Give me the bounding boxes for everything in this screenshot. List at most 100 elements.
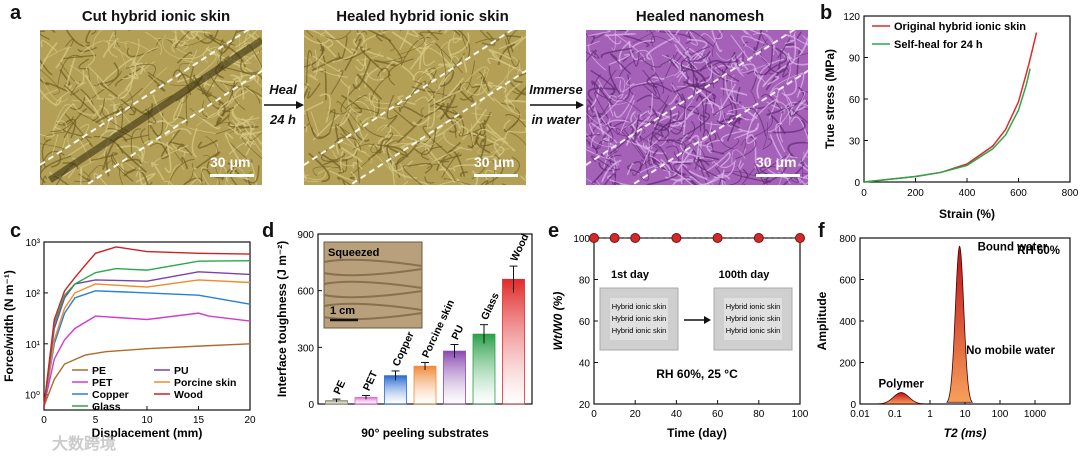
micrograph-fiber <box>728 114 740 129</box>
micrograph-fiber <box>51 150 62 168</box>
micrograph-fiber <box>126 47 159 58</box>
micrograph-fiber <box>649 118 672 146</box>
data-point <box>589 233 599 243</box>
micrograph-fiber <box>457 30 461 33</box>
micrograph-fiber <box>787 141 808 159</box>
micrograph-fiber <box>632 110 648 129</box>
micrograph-fiber <box>65 38 74 47</box>
micrograph-fiber <box>213 71 243 83</box>
arrow-immerse-label-2: in water <box>531 112 581 127</box>
micrograph-fiber <box>715 51 736 81</box>
micrograph-fiber <box>622 34 650 48</box>
micrograph-fiber <box>467 135 480 149</box>
micrograph-fiber <box>593 30 610 39</box>
micrograph-fiber <box>505 63 511 98</box>
micrograph-fiber <box>414 135 445 147</box>
peak-label-polymer: Polymer <box>878 378 924 390</box>
micrograph-fiber <box>215 106 235 126</box>
micrograph-fiber <box>197 139 218 149</box>
series-line-pu <box>43 271 251 407</box>
micrograph-fiber <box>164 141 172 174</box>
micrograph-fiber <box>237 30 248 34</box>
micrograph-fiber <box>189 63 195 85</box>
micrograph-fiber <box>40 150 65 175</box>
micrograph-fiber <box>113 104 118 130</box>
micrograph-fiber <box>586 104 594 124</box>
micrograph-fiber <box>779 156 791 185</box>
micrograph-fiber <box>399 30 410 50</box>
x-tick-label: 100 <box>992 409 1009 420</box>
peak-label-bound: Bound water <box>978 241 1048 253</box>
micrograph-healed: 30 μm <box>304 30 526 185</box>
x-tick-label: 0 <box>591 409 597 420</box>
micrograph-fiber <box>82 44 95 67</box>
micrograph-fiber <box>724 76 740 104</box>
micrograph-fiber <box>779 104 795 113</box>
legend-label: Porcine skin <box>174 377 236 389</box>
micrograph-fiber <box>342 179 347 185</box>
micrograph-fiber <box>731 74 735 104</box>
micrograph-fiber <box>635 119 670 140</box>
micrograph-fiber <box>248 131 262 141</box>
micrograph-fiber <box>779 113 784 143</box>
micrograph-fiber <box>715 52 737 61</box>
micrograph-fiber <box>92 30 103 50</box>
micrograph-fiber <box>100 83 136 116</box>
scale-label-2: 30 μm <box>474 154 515 170</box>
micrograph-fiber <box>452 164 475 172</box>
micrograph-fiber <box>224 132 243 165</box>
micrograph-fiber <box>106 128 133 138</box>
micrograph-fiber <box>167 164 185 185</box>
micrograph-fiber <box>600 151 615 164</box>
micrograph-fiber <box>400 137 430 149</box>
micrograph-fiber <box>336 176 352 185</box>
micrograph-fiber <box>601 159 622 183</box>
micrograph-fiber <box>422 125 452 157</box>
micrograph-fiber <box>675 99 707 119</box>
micrograph-fiber <box>506 34 522 38</box>
micrograph-fiber <box>641 58 662 68</box>
micrograph-fiber <box>423 39 436 66</box>
micrograph-fiber <box>377 144 408 156</box>
micrograph-fiber <box>775 122 786 153</box>
micrograph-fiber <box>99 129 117 139</box>
micrograph-fiber <box>237 33 241 48</box>
micrograph-fiber <box>246 165 260 184</box>
micrograph-fiber <box>376 55 407 63</box>
micrograph-fiber <box>434 88 463 104</box>
micrograph-fiber <box>586 50 600 59</box>
micrograph-fiber <box>484 145 505 165</box>
micrograph-fiber <box>396 118 423 144</box>
micrograph-fiber <box>368 92 379 106</box>
micrograph-fiber <box>194 30 219 44</box>
micrograph-fiber <box>726 112 748 121</box>
micrograph-fiber <box>487 81 494 89</box>
micrograph-fiber <box>376 124 405 142</box>
arrow-immerse-label-1: Immerse <box>529 82 583 97</box>
micrograph-fiber <box>79 167 83 185</box>
micrograph-fiber <box>512 90 526 95</box>
micrograph-fiber <box>698 113 722 126</box>
micrograph-fiber <box>123 134 150 141</box>
micrograph-fiber <box>345 114 370 142</box>
sample-text: Hybrid ionic skin <box>612 326 667 335</box>
micrograph-fiber <box>652 131 664 142</box>
micrograph-fiber <box>465 60 476 91</box>
inset-wrinkle <box>323 312 423 321</box>
micrograph-fiber <box>217 90 248 119</box>
micrograph-fiber <box>459 66 490 90</box>
y-tick-label: 10² <box>26 289 41 300</box>
micrograph-fiber <box>324 30 352 40</box>
micrograph-fiber <box>586 49 597 63</box>
micrograph-fiber <box>427 160 444 167</box>
micrograph-fiber <box>309 30 334 49</box>
micrograph-fiber <box>367 30 392 42</box>
scale-bar-3 <box>756 174 800 177</box>
micrograph-fiber <box>309 53 342 74</box>
micrograph-fiber <box>803 161 808 168</box>
annotation-day100: 100th day <box>719 269 771 281</box>
micrograph-fiber <box>406 30 419 38</box>
micrograph-fiber <box>684 120 696 143</box>
y-axis-label: True stress (MPa) <box>823 49 837 149</box>
y-tick-label: 120 <box>843 12 860 23</box>
